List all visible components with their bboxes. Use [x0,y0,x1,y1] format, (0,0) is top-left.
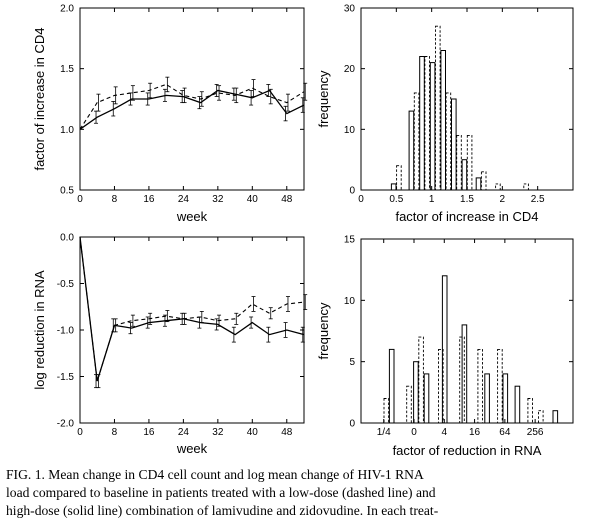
histogram-bar-low-dose [435,25,441,191]
x-tick-label: 1.5 [460,194,474,205]
y-tick-label: -1.5 [57,372,75,383]
x-tick-label: 8 [112,194,118,205]
y-tick-label: 2.0 [60,4,74,15]
x-tick-label: 24 [178,194,190,205]
x-tick-label: 0 [358,194,364,205]
histogram-bar-high-dose [408,110,415,191]
histogram-bar-high-dose [552,410,559,424]
series-line-high-dose [79,89,305,130]
x-tick-label: 64 [499,427,511,438]
panel-cd4-time: 0 8 16 24 32 40 48 0.5 1.0 1.5 2.0 week factor of … [32,4,308,224]
figure: 0 8 16 24 32 40 480.51.01.52.0 week factor of … [32,4,574,458]
histogram-bar-low-dose [497,348,503,424]
x-tick-label: 256 [527,427,544,438]
panel-rna-histogram: 1/4 0 4 16 64 256 0 5 10 15 factor of reduction i… [316,235,574,458]
x-tick-label: 4 [442,427,448,438]
y-tick-label: -1.0 [57,326,75,337]
x-tick-label: 48 [281,194,293,205]
caption-line: high-dose (solid line) combination of la… [6,503,439,518]
histogram-bar-high-dose [440,50,446,191]
y-tick-label: 30 [344,4,356,15]
x-tick-label: 8 [112,427,118,438]
y-tick-label: 1.0 [60,125,74,136]
y-tick-label: 0 [349,186,355,197]
histogram-bar-low-dose [466,134,473,191]
y-tick-label: 0.0 [60,233,74,244]
histogram-bar-low-dose [424,56,430,191]
y-tick-label: -0.5 [57,279,75,290]
histogram-bar-high-dose [419,56,425,191]
y-axis-label: frequency [316,70,331,128]
x-tick-label: 1/4 [377,427,391,438]
panel-rna-time: 0 8 16 24 32 40 48 -2.0 -1.5 -1.0 -0.5 0.0 week log… [32,233,308,456]
y-tick-label: 5 [349,357,355,368]
series-line-low-dose [79,83,305,130]
x-axis-label: week [176,441,208,456]
x-axis-label: factor of reduction in RNA [393,443,542,458]
y-tick-label: 10 [344,125,356,136]
histogram-bar-high-dose [451,98,457,191]
histogram-bar-low-dose [456,134,462,191]
histogram-bar-low-dose [413,92,420,191]
histogram-bar-low-dose [396,165,402,191]
histogram-bar-high-dose [413,361,419,424]
caption-line: load compared to baseline in patients tr… [6,485,436,500]
y-tick-label: 0 [349,419,355,430]
x-tick-label: 16 [143,427,155,438]
x-tick-label: 24 [178,427,190,438]
x-tick-label: 1 [429,194,435,205]
y-axis-label: log reduction in RNA [32,270,47,390]
y-tick-label: 20 [344,64,356,75]
histogram-bar-low-dose [383,398,390,424]
histogram-bar-low-dose [527,398,533,424]
y-tick-label: 10 [344,296,356,307]
x-tick-label: 40 [247,194,259,205]
series-line-high-dose [79,236,305,382]
x-tick-label: 2 [500,194,506,205]
histogram-bar-low-dose [406,385,412,424]
x-tick-label: 40 [247,427,259,438]
y-axis-label: factor of increase in CD4 [32,27,47,170]
x-tick-label: 16 [469,427,481,438]
histogram-bar-low-dose [538,410,544,424]
plot-frame [79,7,305,191]
x-tick-label: 0 [411,427,417,438]
x-tick-label: 0.5 [389,194,403,205]
x-axis-label: factor of increase in CD4 [395,209,538,224]
histogram-bar-high-dose [461,159,468,191]
histogram-bar-high-dose [388,348,395,424]
y-tick-label: 1.5 [60,64,74,75]
histogram-bar-high-dose [390,183,397,191]
figure-caption: FIG. 1. Mean change in CD4 cell count an… [6,466,610,520]
histogram-bar-low-dose [480,171,487,191]
y-axis-label: frequency [316,302,331,360]
x-tick-label: 32 [212,427,224,438]
y-tick-label: 15 [344,235,356,246]
y-tick-label: 0.5 [60,186,74,197]
histogram-bar-high-dose [475,177,482,191]
histogram-bar-high-dose [484,373,490,424]
x-tick-label: 32 [212,194,224,205]
histogram-bar-high-dose [502,373,509,424]
x-tick-label: 48 [281,427,293,438]
caption-line: FIG. 1. Mean change in CD4 cell count an… [6,467,424,482]
histogram-bar-high-dose [514,385,521,424]
x-axis-label: week [176,209,208,224]
histogram-bar-low-dose [445,92,452,191]
panel-cd4-histogram: 0 0.5 1 1.5 2 2.5 0 10 20 30 factor of increase i… [316,4,574,224]
histogram-bar-high-dose [461,324,468,424]
x-tick-label: 0 [77,427,83,438]
histogram-bar-high-dose [429,62,436,191]
histogram-bar-high-dose [423,373,430,424]
histogram-bar-low-dose [477,348,483,424]
x-tick-label: 0 [77,194,83,205]
histogram-bar-low-dose [418,336,424,424]
y-tick-label: -2.0 [57,419,75,430]
histogram-bar-low-dose [438,348,444,424]
series-line-low-dose [79,236,305,382]
histogram-bar-low-dose [495,183,501,191]
histogram-bar-low-dose [523,183,529,191]
x-tick-label: 2.5 [531,194,545,205]
x-tick-label: 16 [143,194,155,205]
